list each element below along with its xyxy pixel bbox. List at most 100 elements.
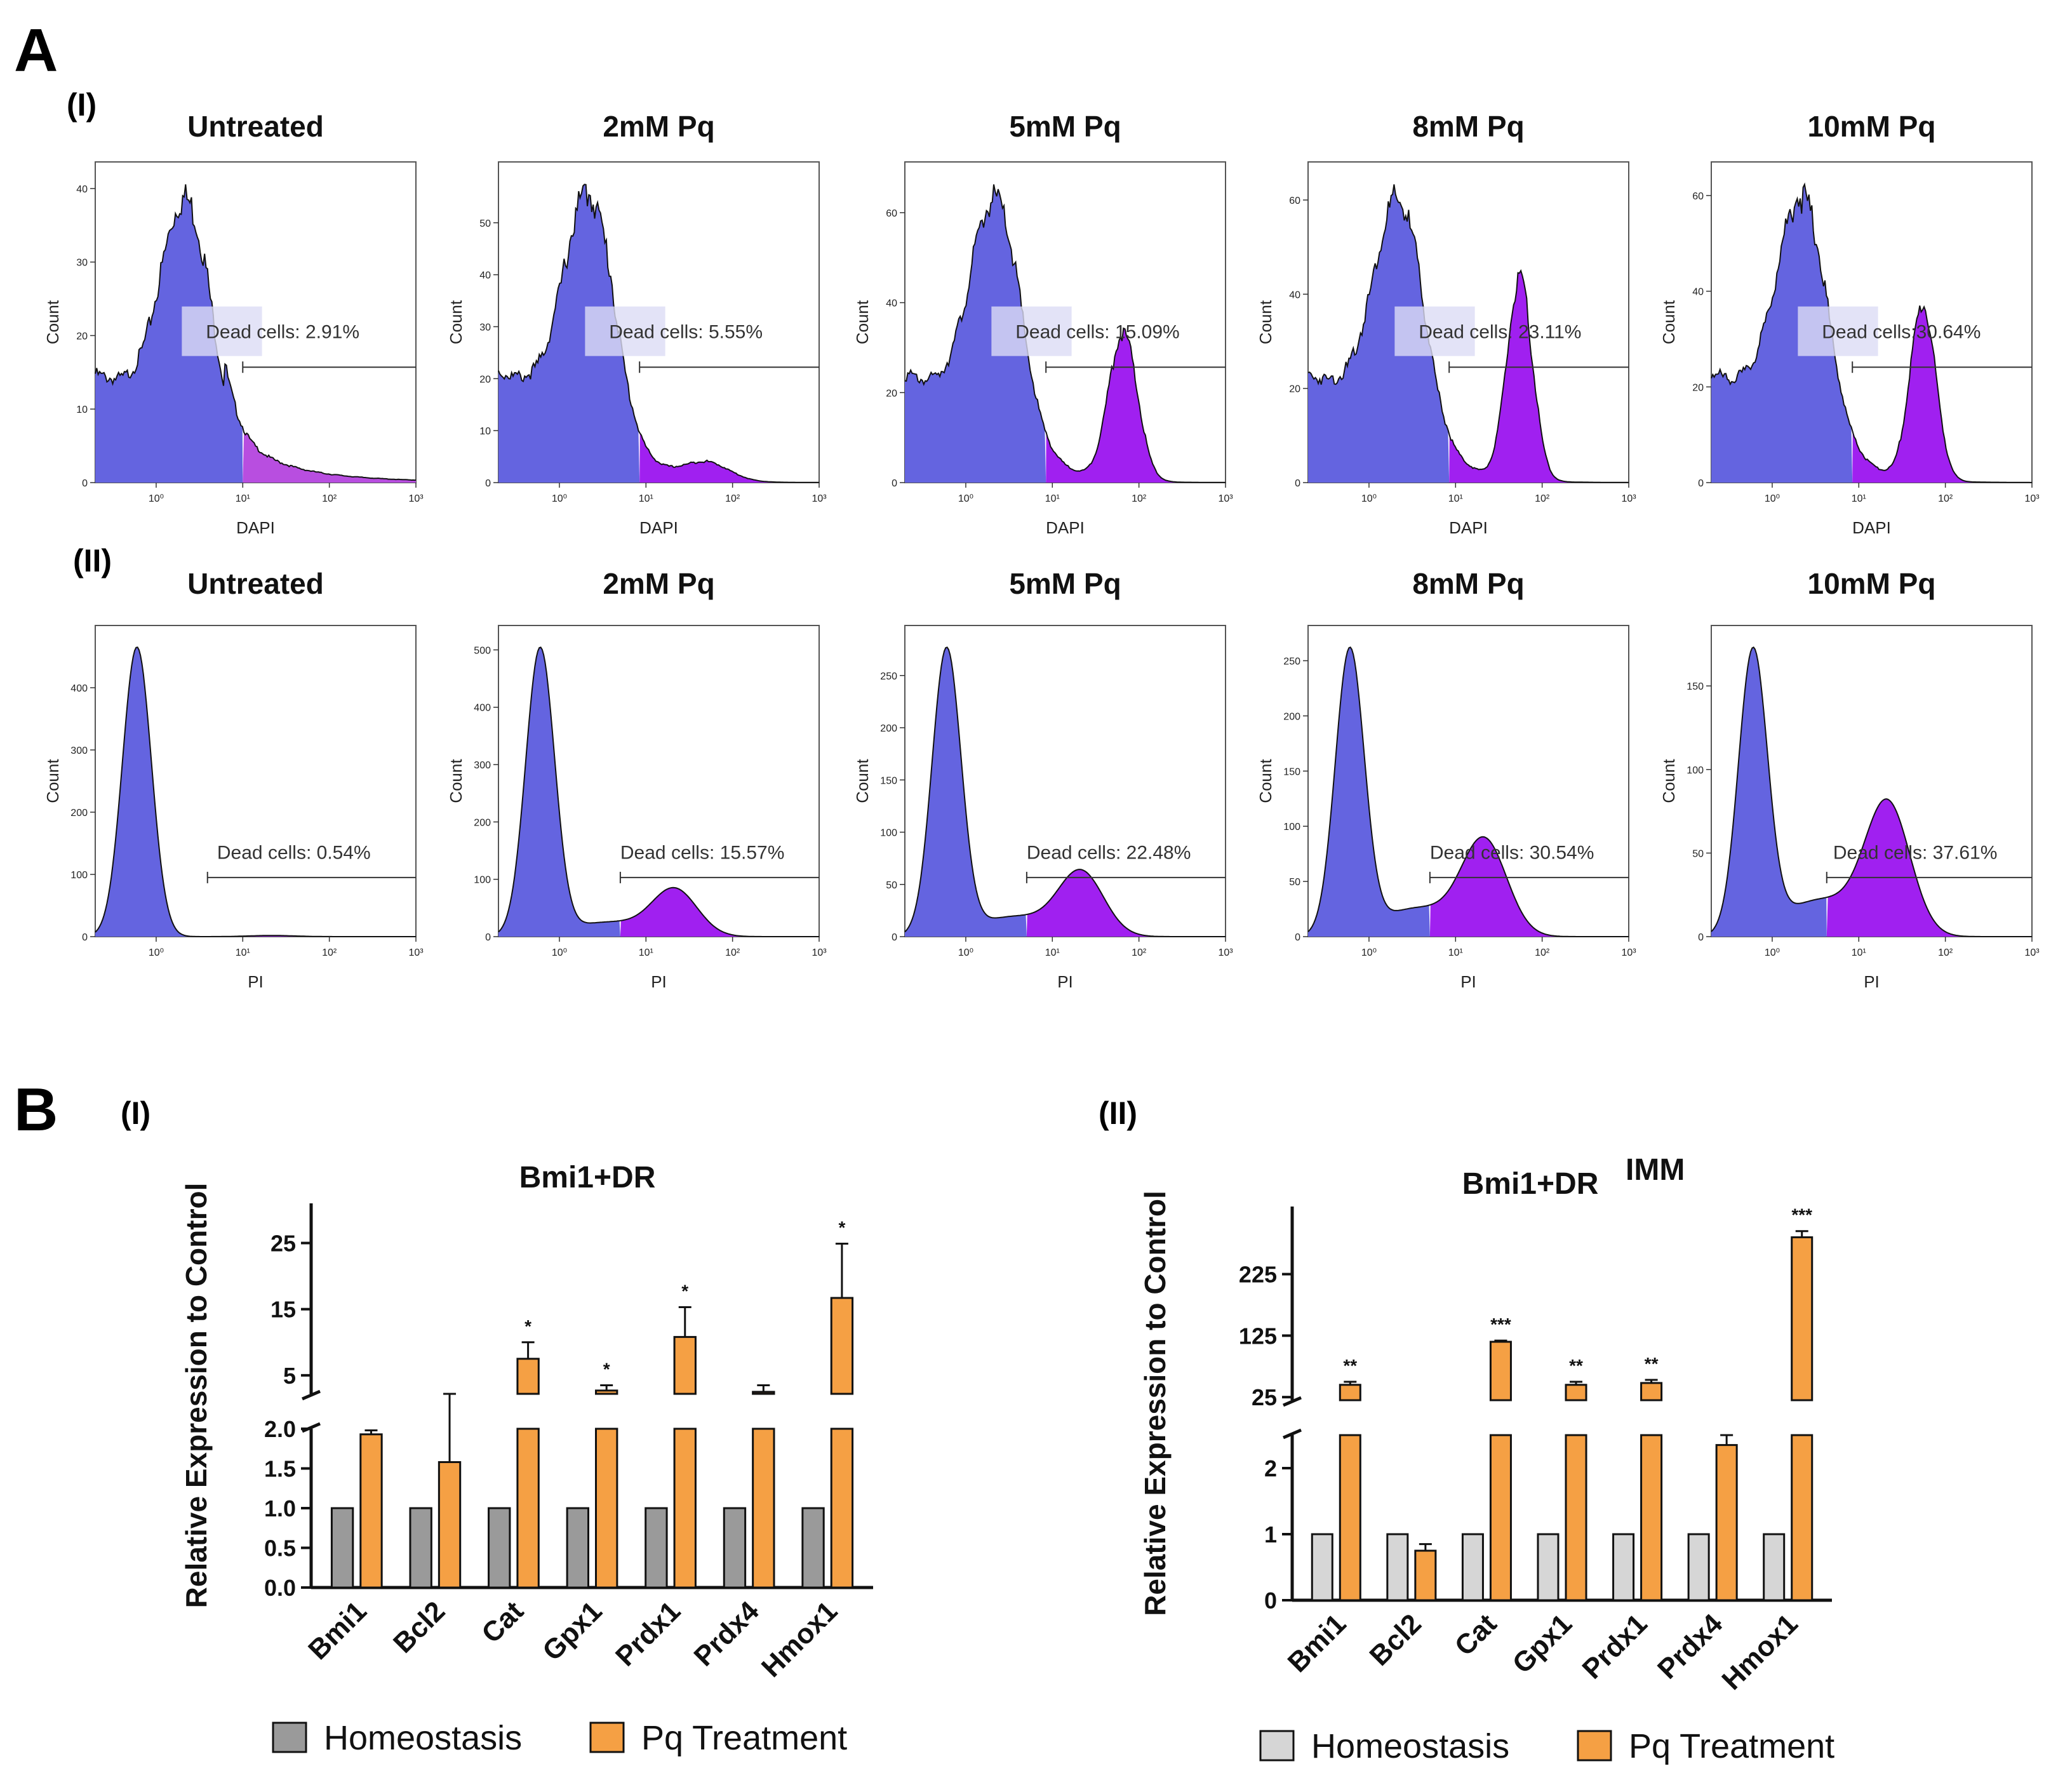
x-tick-label: 10¹ (639, 947, 653, 958)
panel-b2-label: (II) (1099, 1095, 1137, 1131)
upper-y-tick-label: 125 (1239, 1323, 1277, 1349)
legend-swatch-homeostasis (272, 1722, 307, 1753)
bar-pq-treatment-upper (1791, 1236, 1814, 1401)
gate-label: Dead cells: 15.09% (1015, 322, 1180, 343)
dead-cell-area (243, 432, 416, 483)
bar-charts: Bmi1+DR Relative Expression to Control 0.0… (180, 1153, 1834, 1765)
y-tick-label: 0 (485, 478, 491, 489)
significance-marker: * (838, 1218, 845, 1238)
category-label: Bcl2 (1364, 1608, 1427, 1671)
dead-cell-area (1852, 305, 2032, 483)
x-axis-label: PI (1864, 972, 1880, 991)
y-tick-label: 40 (1289, 290, 1300, 300)
axis-break-mark (1283, 1396, 1302, 1407)
bar-homeostasis (1687, 1533, 1710, 1601)
dead-cell-area (1449, 271, 1629, 483)
lower-y-tick-label: 2.0 (264, 1416, 296, 1442)
legend-label-homeostasis: Homeostasis (324, 1719, 522, 1757)
x-tick-label: 10³ (408, 493, 424, 504)
y-axis-label: Count (1256, 759, 1275, 803)
y-tick-label: 10 (479, 426, 491, 437)
x-tick-label: 10⁰ (1765, 947, 1780, 958)
legend-label-homeostasis: Homeostasis (1311, 1727, 1509, 1765)
histogram-title: 8mM Pq (1412, 110, 1524, 143)
bar-pq-treatment (359, 1433, 383, 1589)
bar-pq-treatment-lower (1489, 1434, 1512, 1601)
bar-pq-treatment-lower (752, 1428, 775, 1589)
live-cell-area (498, 647, 620, 937)
bar-homeostasis (801, 1507, 825, 1589)
x-tick-label: 10² (1535, 493, 1550, 504)
category-label: Bmi1 (1282, 1608, 1353, 1678)
histogram-title: 2mM Pq (603, 567, 714, 600)
y-tick-label: 10 (76, 405, 88, 415)
x-tick-label: 10¹ (1448, 493, 1463, 504)
category-label: Cat (1449, 1608, 1503, 1662)
bar-homeostasis (330, 1507, 354, 1589)
live-cell-area (1711, 647, 1827, 937)
significance-marker: *** (1791, 1205, 1812, 1225)
bar-pq-treatment-lower (1339, 1434, 1361, 1601)
y-tick-label: 100 (880, 828, 897, 839)
histogram-outline (1711, 182, 2032, 483)
x-tick-label: 10² (1535, 947, 1550, 958)
y-tick-label: 40 (1692, 287, 1704, 298)
x-tick-label: 10⁰ (149, 493, 164, 504)
bar-pq-treatment-lower (673, 1428, 697, 1589)
bar-homeostasis (1311, 1533, 1333, 1601)
x-axis-label: DAPI (1852, 518, 1891, 537)
lower-y-tick-label: 1 (1264, 1521, 1277, 1548)
gate-label-highlight (585, 306, 665, 356)
y-tick-label: 0 (1295, 478, 1300, 489)
y-tick-label: 30 (479, 322, 491, 333)
x-tick-label: 10² (1132, 493, 1147, 504)
histogram-outline (1307, 646, 1629, 937)
legend-label-pq: Pq Treatment (641, 1719, 847, 1757)
lower-y-tick-label: 0.0 (264, 1575, 296, 1601)
x-tick-label: 10⁰ (1361, 493, 1377, 504)
axis-break-mark (1283, 1428, 1302, 1440)
live-cell-area (905, 184, 1046, 483)
x-tick-label: 10² (1938, 947, 1953, 958)
bar-pq-treatment-upper (1640, 1382, 1663, 1401)
gate-label: Dead cells: 15.57% (620, 843, 785, 864)
legend-swatch-homeostasis (1259, 1730, 1295, 1762)
histogram-outline (95, 646, 416, 937)
y-tick-label: 0 (892, 478, 897, 489)
y-tick-label: 50 (479, 218, 491, 229)
y-tick-label: 200 (70, 808, 88, 819)
bar-pq-treatment (1715, 1444, 1738, 1601)
histogram-dapi-3: 5mM Pq Dead cells: 15.09% 0 20 40 60 10⁰ 10¹ 10²… (853, 110, 1233, 537)
live-cell-area (95, 184, 243, 483)
upper-y-tick-label: 15 (271, 1297, 296, 1323)
y-tick-label: 0 (1698, 478, 1704, 489)
live-cell-area (1308, 647, 1430, 937)
y-tick-label: 400 (70, 683, 88, 694)
bar-homeostasis (566, 1507, 590, 1589)
bar-y-axis-label: Relative Expression to Control (1139, 1191, 1172, 1616)
gate-label: Dead cells: 23.11% (1419, 322, 1581, 343)
x-tick-label: 10¹ (236, 947, 250, 958)
bar-homeostasis (488, 1507, 511, 1589)
x-tick-label: 10¹ (1045, 947, 1060, 958)
bar-pq-treatment-lower (1565, 1434, 1587, 1601)
y-axis-label: Count (446, 759, 465, 803)
histogram-outline (904, 646, 1226, 937)
x-tick-label: 10³ (1218, 493, 1233, 504)
histogram-outline (498, 646, 819, 937)
bar-chart-2: Bmi1+DR IMM Relative Expression to Control… (1139, 1153, 1834, 1765)
histogram-title: 2mM Pq (603, 110, 714, 143)
x-tick-label: 10³ (1621, 493, 1636, 504)
gate-label-highlight (991, 306, 1072, 356)
x-tick-label: 10² (322, 493, 337, 504)
y-tick-label: 250 (1283, 656, 1300, 667)
significance-marker: ** (1645, 1354, 1659, 1374)
histogram-outline (904, 184, 1226, 483)
x-tick-label: 10⁰ (552, 947, 567, 958)
y-tick-label: 40 (479, 271, 491, 281)
bar-pq-treatment-lower (830, 1428, 854, 1589)
y-tick-label: 0 (892, 932, 897, 943)
live-cell-area (1711, 184, 1853, 483)
bar-pq-treatment (438, 1461, 462, 1589)
